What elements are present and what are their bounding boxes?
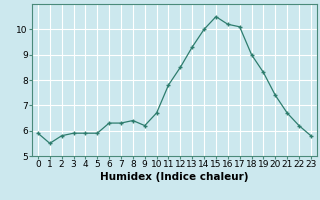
X-axis label: Humidex (Indice chaleur): Humidex (Indice chaleur) bbox=[100, 172, 249, 182]
